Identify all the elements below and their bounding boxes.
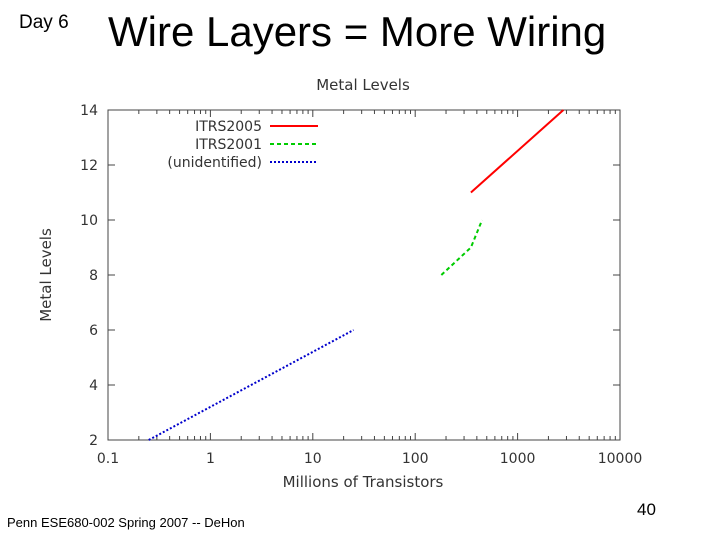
slide-title: Wire Layers = More Wiring (108, 8, 607, 55)
x-tick-label: 1 (206, 451, 215, 467)
legend-label-itrs2005: ITRS2005 (195, 119, 262, 135)
x-tick-label: 1000 (500, 451, 536, 467)
y-tick-label: 4 (89, 378, 98, 394)
series-line-itrs2001 (440, 219, 484, 276)
series-line-itrs2005 (470, 109, 565, 194)
y-tick-label: 10 (80, 213, 98, 229)
y-axis-label: Metal Levels (37, 228, 55, 322)
y-tick-label: 6 (89, 323, 98, 339)
x-axis-label: Millions of Transistors (283, 473, 444, 491)
y-tick-label: 8 (89, 268, 98, 284)
x-tick-label: 100 (402, 451, 429, 467)
x-tick-label: 0.1 (97, 451, 119, 467)
y-tick-label: 2 (89, 433, 98, 449)
day-label: Day 6 (19, 12, 69, 33)
x-tick-label: 10000 (598, 451, 643, 467)
chart-title: Metal Levels (316, 76, 410, 94)
x-tick-label: 10 (304, 451, 322, 467)
series-line-unidentified (148, 329, 355, 441)
page-number: 40 (637, 500, 656, 519)
footer-text: Penn ESE680-002 Spring 2007 -- DeHon (7, 515, 245, 530)
legend-label-unidentified: (unidentified) (167, 155, 262, 171)
y-tick-label: 12 (80, 158, 98, 174)
legend-label-itrs2001: ITRS2001 (195, 137, 262, 153)
y-tick-label: 14 (80, 103, 98, 119)
